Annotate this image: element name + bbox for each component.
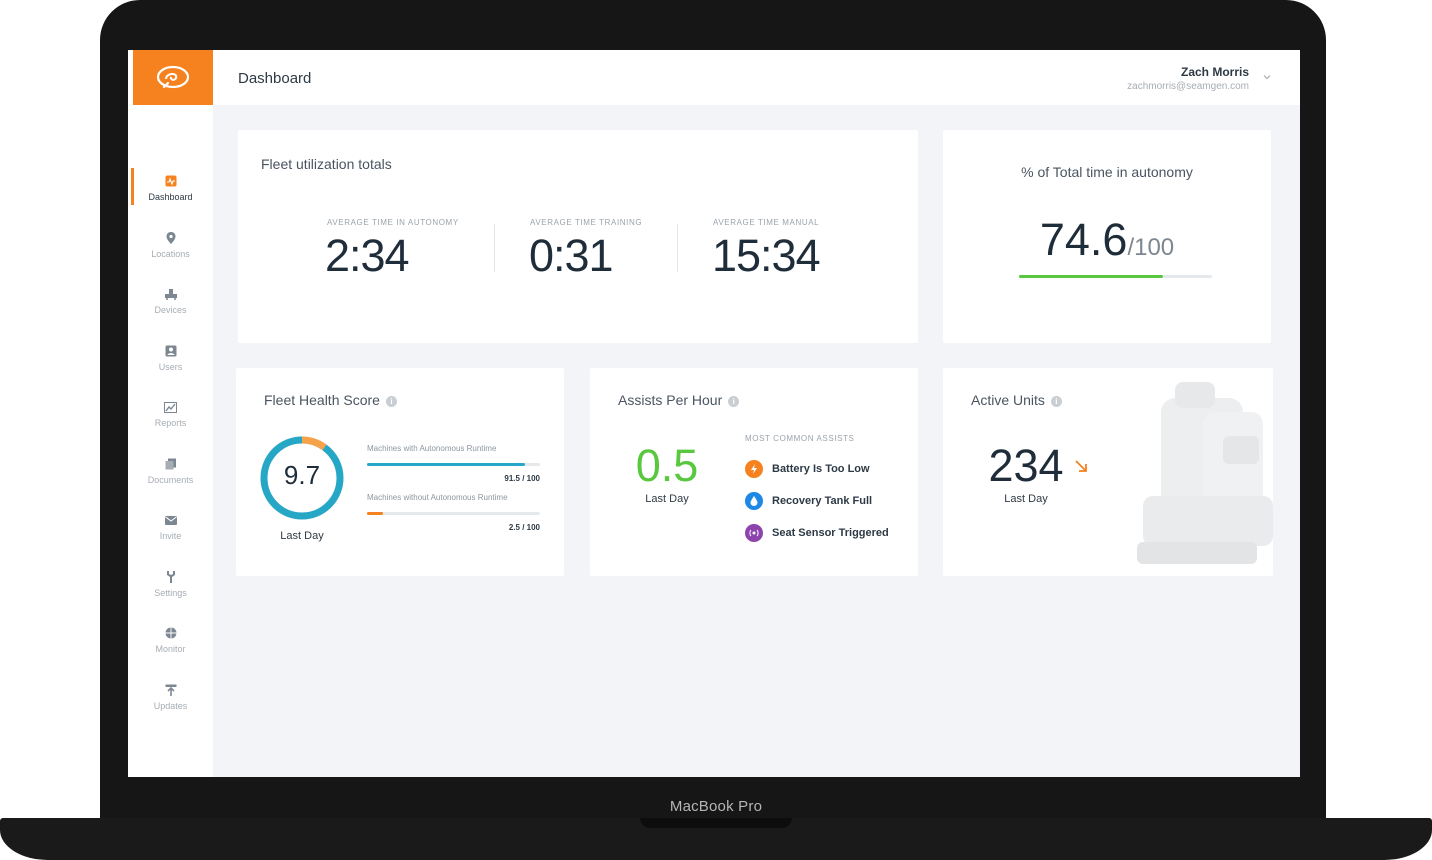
app-logo[interactable] — [133, 50, 213, 105]
fleet-utilization-card: Fleet utilization totals AVERAGE TIME IN… — [238, 130, 918, 343]
reports-icon — [164, 400, 178, 414]
divider — [494, 224, 495, 272]
assist-item[interactable]: Battery Is Too Low — [745, 460, 870, 478]
user-card-icon — [164, 344, 178, 358]
sidebar-item-label: Locations — [151, 248, 190, 259]
card-title: Fleet utilization totals — [261, 156, 392, 172]
user-name[interactable]: Zach Morris — [1180, 65, 1249, 79]
trend-down-icon — [1075, 460, 1087, 472]
stat-label: AVERAGE TIME MANUAL — [713, 218, 820, 227]
stat-value: 15:34 — [712, 230, 821, 281]
stat-label: AVERAGE TIME IN AUTONOMY — [327, 218, 459, 227]
assist-label: Recovery Tank Full — [772, 495, 873, 507]
sidebar-nav: Dashboard Locations Devices Users — [128, 160, 213, 725]
chart-icon — [164, 174, 178, 188]
sidebar-item-label: Dashboard — [148, 192, 193, 203]
card-title-text: Fleet Health Score — [264, 392, 380, 408]
autonomy-progress-fill — [1019, 275, 1163, 278]
assist-item[interactable]: Seat Sensor Triggered — [745, 524, 889, 542]
gear-icon — [164, 570, 178, 584]
sidebar-item-label: Devices — [154, 305, 187, 316]
water-drop-icon — [745, 492, 763, 510]
sidebar-item-label: Updates — [153, 700, 188, 711]
card-title-text: Assists Per Hour — [618, 392, 723, 408]
card-title: Active Units i — [971, 392, 1062, 408]
sidebar-item-dashboard[interactable]: Dashboard — [128, 160, 213, 217]
stat-label: AVERAGE TIME TRAINING — [530, 218, 643, 227]
sidebar-item-label: Monitor — [155, 644, 186, 655]
divider — [677, 224, 678, 272]
active-units-card: Active Units i 234 Last Day — [943, 368, 1273, 576]
bar-label: Machines without Autonomous Runtime — [367, 493, 508, 502]
health-score: 9.7 — [283, 460, 321, 490]
logo-icon — [156, 65, 190, 88]
health-bar-fill — [367, 463, 526, 466]
autonomy-value: 74.6/100 — [943, 214, 1271, 266]
sidebar-item-updates[interactable]: Updates — [128, 669, 213, 726]
sensor-icon — [745, 524, 763, 542]
common-assists-heading: MOST COMMON ASSISTS — [745, 434, 855, 443]
health-bar — [367, 512, 540, 515]
autonomy-progress — [1019, 275, 1212, 278]
updates-icon — [164, 683, 178, 697]
info-icon[interactable]: i — [385, 396, 397, 407]
device-label: MacBook Pro — [669, 798, 763, 815]
assists-card: Assists Per Hour i 0.5 Last Day MOST COMM… — [590, 368, 918, 576]
health-ring — [260, 436, 344, 520]
bar-value: 2.5 / 100 — [508, 523, 540, 532]
card-title: Fleet Health Score i — [264, 392, 397, 408]
stat-value: 2:34 — [325, 230, 410, 281]
info-icon[interactable]: i — [1050, 396, 1062, 407]
card-title-text: Active Units — [971, 392, 1045, 408]
assist-label: Seat Sensor Triggered — [772, 527, 889, 539]
robot-icon — [164, 287, 178, 301]
autonomy-card: % of Total time in autonomy 74.6/100 — [943, 130, 1271, 343]
documents-icon — [164, 457, 178, 471]
assists-value: 0.5 — [635, 440, 699, 491]
sidebar-item-monitor[interactable]: Monitor — [128, 612, 213, 669]
info-icon[interactable]: i — [728, 396, 740, 407]
autonomy-number: 74.6 — [1039, 214, 1128, 265]
sidebar-item-label: Invite — [159, 531, 182, 542]
health-period: Last Day — [280, 530, 324, 542]
sidebar-item-locations[interactable]: Locations — [128, 217, 213, 274]
stat-value: 0:31 — [529, 230, 614, 281]
card-title: Assists Per Hour i — [618, 392, 740, 408]
sidebar: Dashboard Locations Devices Users — [128, 50, 213, 777]
top-bar: Dashboard Zach Morris zachmorris@seamgen… — [213, 50, 1300, 105]
page-title: Dashboard — [238, 70, 312, 87]
location-pin-icon — [164, 231, 178, 245]
monitor-icon — [164, 626, 178, 640]
sidebar-item-users[interactable]: Users — [128, 330, 213, 387]
bar-value: 91.5 / 100 — [504, 474, 540, 483]
sidebar-item-devices[interactable]: Devices — [128, 273, 213, 330]
assist-label: Battery Is Too Low — [772, 463, 870, 475]
sidebar-item-label: Documents — [147, 474, 194, 485]
sidebar-item-reports[interactable]: Reports — [128, 386, 213, 443]
screen: Dashboard Locations Devices Users — [128, 50, 1300, 777]
lightning-icon — [745, 460, 763, 478]
sidebar-item-label: Reports — [154, 418, 187, 429]
sidebar-item-settings[interactable]: Settings — [128, 556, 213, 613]
assists-period: Last Day — [645, 493, 689, 505]
fleet-health-card: Fleet Health Score i 9.7 Last Day Machine… — [236, 368, 564, 576]
card-title: % of Total time in autonomy — [1021, 164, 1193, 180]
sidebar-item-invite[interactable]: Invite — [128, 499, 213, 556]
assist-item[interactable]: Recovery Tank Full — [745, 492, 872, 510]
sidebar-item-label: Settings — [154, 587, 187, 598]
laptop-notch — [640, 818, 792, 828]
health-bar-fill — [367, 512, 383, 515]
autonomy-suffix: /100 — [1127, 234, 1175, 261]
user-email: zachmorris@seamgen.com — [1127, 81, 1249, 92]
health-bar — [367, 463, 540, 466]
chevron-down-icon[interactable] — [1262, 72, 1272, 82]
envelope-icon — [164, 513, 178, 527]
robot-illustration — [1137, 382, 1273, 564]
active-units-period: Last Day — [1004, 493, 1048, 505]
bar-label: Machines with Autonomous Runtime — [367, 444, 497, 453]
active-units-value: 234 — [988, 440, 1064, 491]
sidebar-item-label: Users — [158, 361, 183, 372]
sidebar-item-documents[interactable]: Documents — [128, 443, 213, 500]
